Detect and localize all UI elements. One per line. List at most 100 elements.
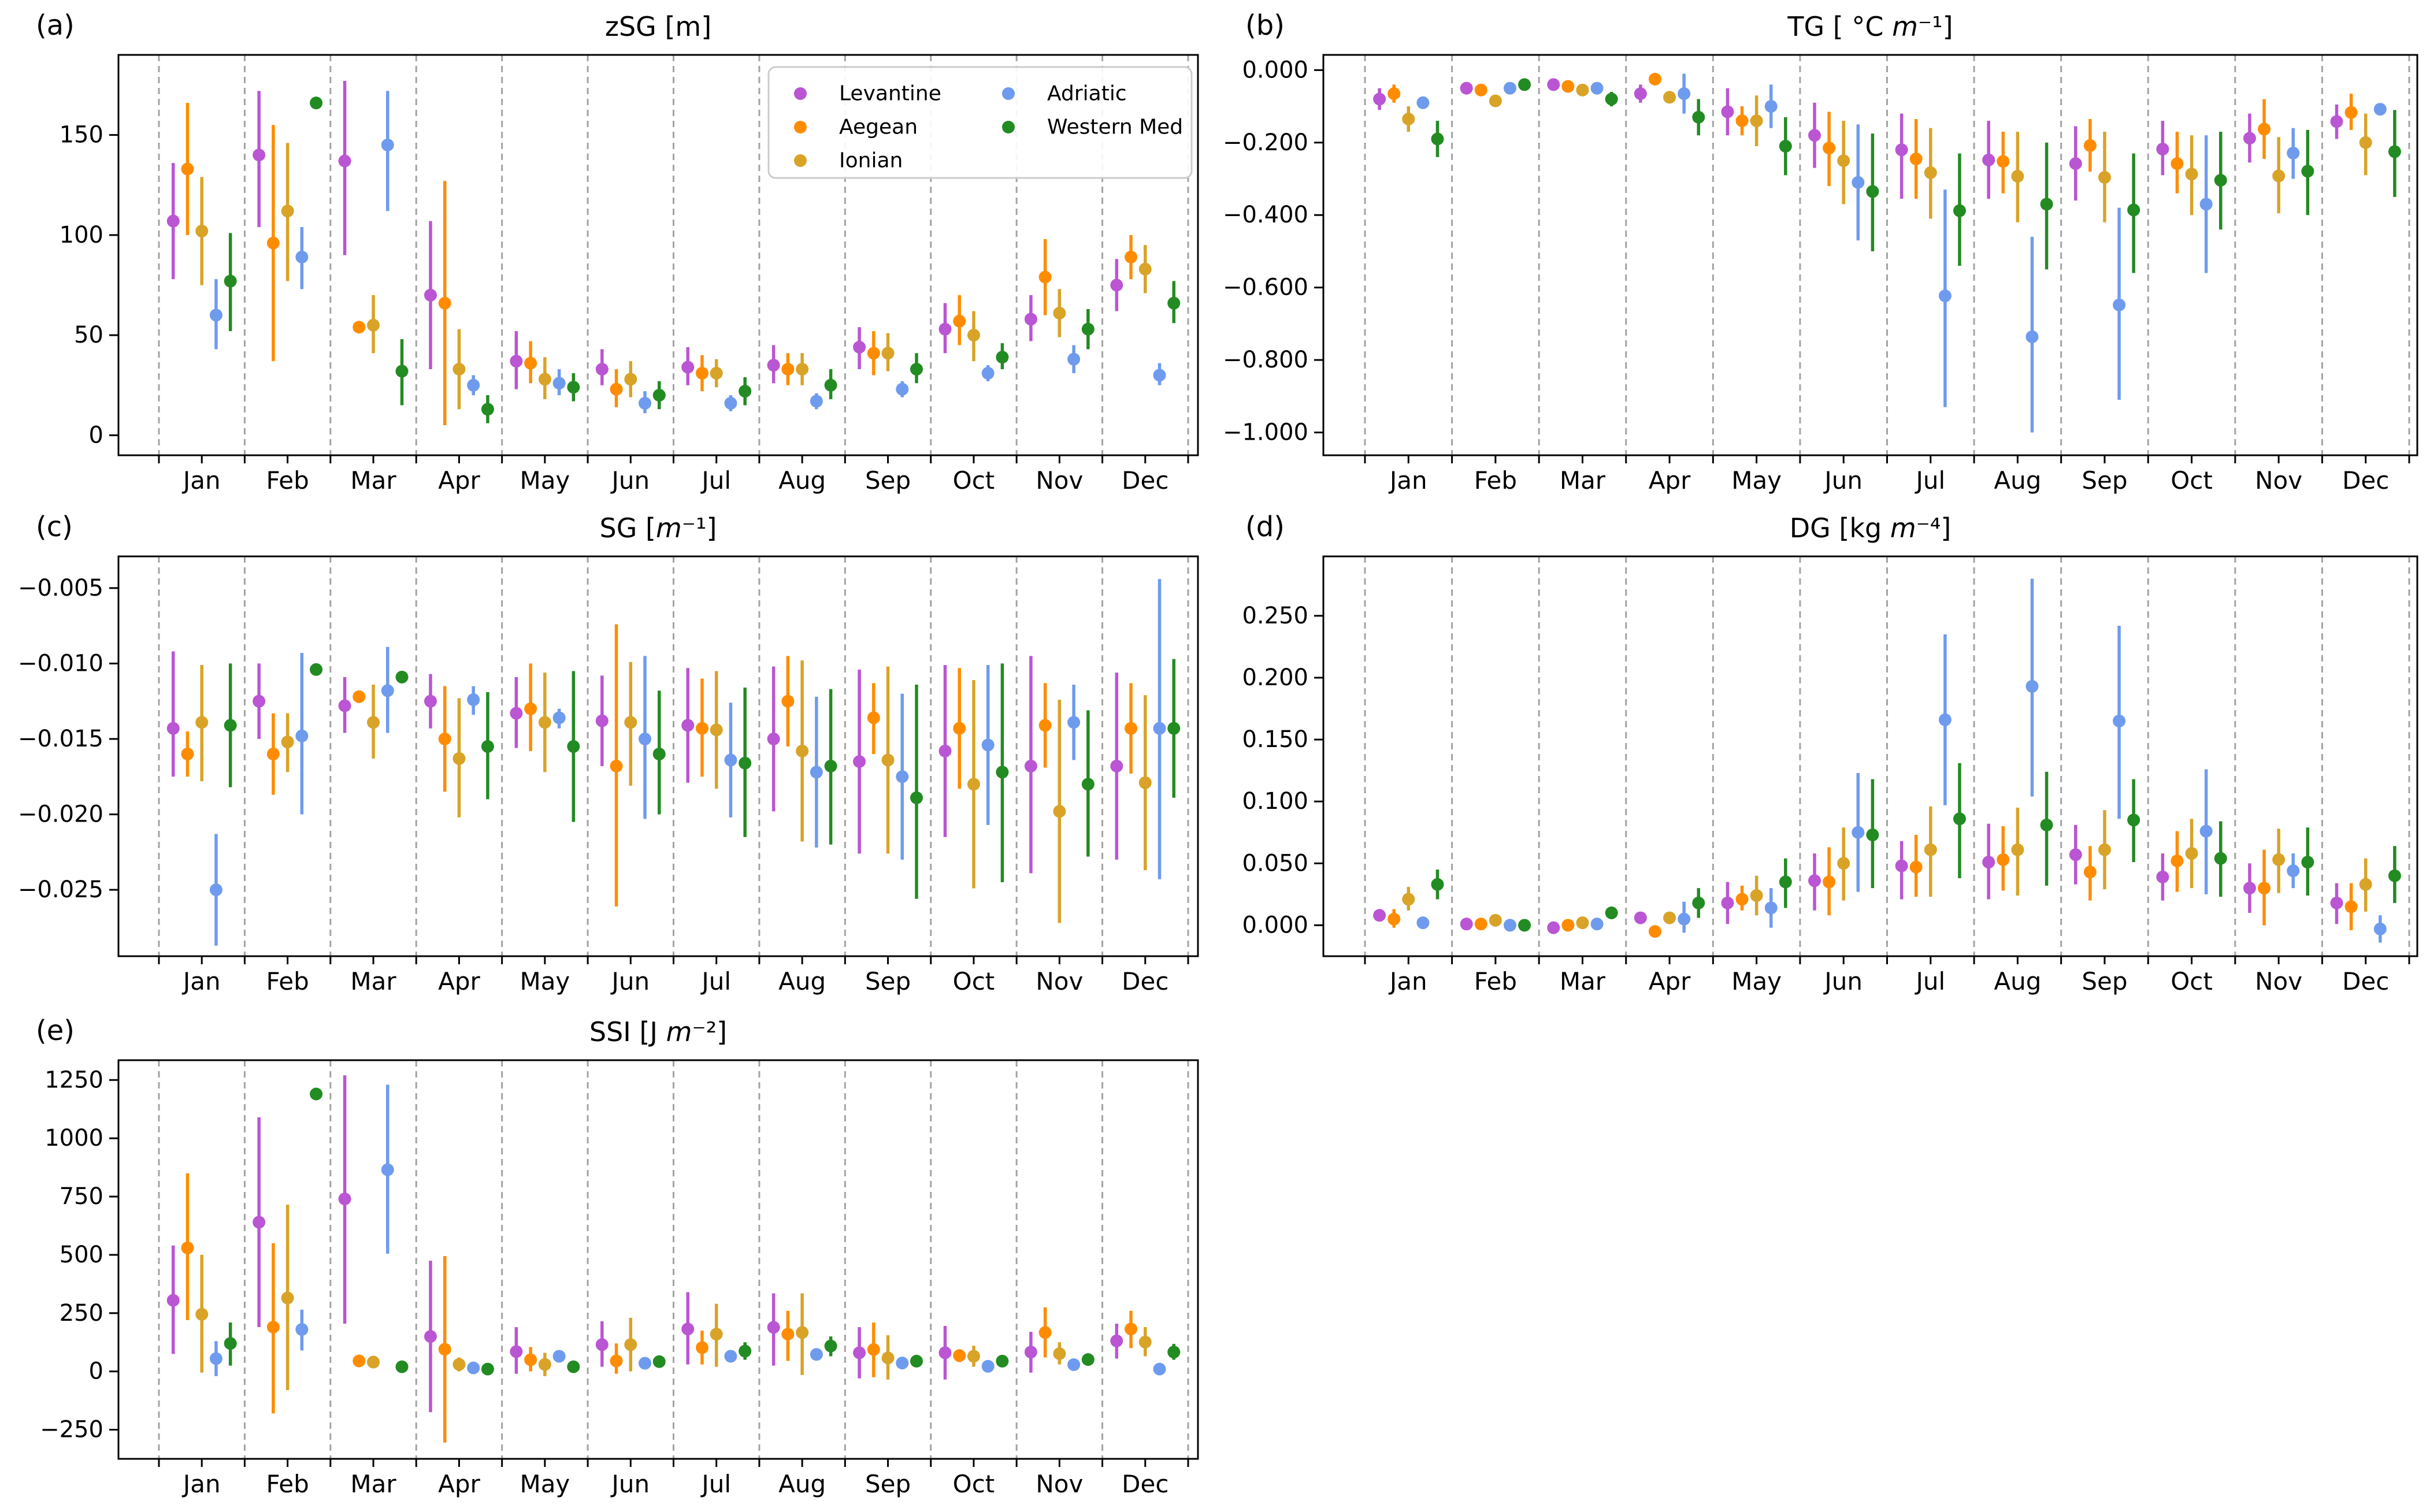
- data-point-aegean: [867, 1343, 880, 1356]
- data-point-ionian: [1053, 805, 1066, 818]
- data-point-ionian: [710, 1328, 723, 1341]
- data-point-adriatic: [981, 366, 995, 380]
- data-point-levantine: [853, 755, 866, 768]
- legend-box: [767, 66, 1193, 179]
- month-label: Jan: [181, 967, 221, 995]
- panel-letter: (d): [1245, 511, 1285, 543]
- data-point-ionian: [367, 1355, 380, 1369]
- data-point-ionian: [967, 329, 980, 342]
- data-point-western-med: [1953, 812, 1966, 826]
- data-point-levantine: [2243, 882, 2256, 895]
- data-point-ionian: [1924, 166, 1937, 179]
- data-point-aegean: [1909, 860, 1923, 874]
- data-point-aegean: [781, 1328, 795, 1341]
- data-point-levantine: [853, 340, 866, 354]
- month-label: Nov: [1036, 1470, 1083, 1498]
- data-point-aegean: [1474, 83, 1487, 96]
- data-point-western-med: [1779, 140, 1792, 153]
- data-point-ionian: [195, 716, 209, 729]
- panel-title: DG [kg m⁻⁴]: [1790, 512, 1952, 544]
- data-point-western-med: [1605, 92, 1618, 106]
- data-point-western-med: [481, 403, 494, 416]
- data-point-aegean: [2083, 865, 2097, 879]
- data-point-aegean: [695, 1341, 708, 1354]
- data-point-ionian: [1837, 857, 1850, 870]
- data-point-ionian: [1489, 913, 1502, 927]
- data-point-adriatic: [2373, 922, 2387, 935]
- data-point-adriatic: [1764, 100, 1778, 113]
- month-label: Jan: [1388, 967, 1427, 995]
- data-point-aegean: [781, 694, 795, 708]
- data-point-aegean: [1561, 919, 1575, 932]
- data-point-ionian: [1924, 843, 1937, 856]
- month-label: Apr: [1649, 967, 1691, 995]
- panel-a: 0 50 100 150 Jan Feb Mar Apr May Jun Jul Aug Sep Oct N…: [36, 9, 1199, 495]
- y-tick-label: −0.025: [18, 876, 103, 903]
- data-point-ionian: [1663, 911, 1676, 924]
- data-point-levantine: [1024, 313, 1037, 326]
- month-label: Jul: [700, 967, 731, 995]
- data-point-western-med: [2214, 852, 2227, 865]
- data-point-aegean: [438, 732, 451, 745]
- month-label: Oct: [953, 466, 995, 495]
- data-point-aegean: [266, 1321, 280, 1334]
- y-tick-label: −0.800: [1223, 347, 1308, 373]
- data-point-ionian: [1576, 916, 1589, 930]
- data-point-western-med: [652, 389, 666, 402]
- data-point-western-med: [910, 791, 923, 804]
- data-point-adriatic: [381, 684, 394, 697]
- data-point-levantine: [2330, 896, 2343, 909]
- data-point-western-med: [1779, 875, 1792, 889]
- data-point-western-med: [2301, 856, 2314, 869]
- data-point-levantine: [424, 694, 437, 708]
- data-point-levantine: [1460, 917, 1473, 931]
- data-point-levantine: [1721, 105, 1734, 118]
- data-point-levantine: [1982, 153, 1995, 166]
- data-point-western-med: [824, 378, 837, 392]
- data-point-aegean: [867, 347, 880, 360]
- data-point-ionian: [2098, 843, 2111, 856]
- data-point-aegean: [2344, 106, 2358, 119]
- data-point-levantine: [2156, 143, 2169, 156]
- data-point-ionian: [452, 363, 466, 376]
- data-point-levantine: [424, 1330, 437, 1343]
- data-point-adriatic: [1153, 722, 1166, 735]
- y-tick-label: 750: [60, 1183, 103, 1210]
- data-point-ionian: [367, 318, 380, 332]
- data-point-levantine: [1024, 759, 1037, 772]
- panel-c: −0.005 −0.010 −0.015 −0.020 −0.025 Jan Feb Mar A…: [18, 511, 1199, 995]
- month-label: Nov: [1036, 967, 1083, 995]
- data-point-adriatic: [1503, 919, 1516, 932]
- data-point-levantine: [424, 288, 437, 302]
- data-point-aegean: [438, 1343, 451, 1356]
- month-label: Aug: [1994, 967, 2041, 995]
- legend-label: Adriatic: [1047, 82, 1127, 106]
- data-point-aegean: [1735, 893, 1749, 906]
- data-point-adriatic: [467, 693, 480, 707]
- data-point-western-med: [224, 1337, 237, 1350]
- data-point-ionian: [538, 1358, 551, 1371]
- data-point-western-med: [996, 1354, 1009, 1368]
- axes-box: [117, 555, 1199, 957]
- y-tick-label: −0.600: [1223, 274, 1308, 301]
- data-point-adriatic: [2287, 864, 2300, 878]
- month-label: Dec: [1122, 466, 1168, 495]
- data-point-levantine: [2243, 132, 2256, 145]
- data-point-adriatic: [381, 138, 394, 151]
- data-point-ionian: [710, 366, 723, 380]
- data-point-ionian: [1837, 154, 1850, 168]
- data-point-levantine: [1373, 92, 1386, 106]
- data-point-adriatic: [1067, 716, 1081, 729]
- data-point-adriatic: [1852, 176, 1865, 189]
- data-point-adriatic: [1067, 1358, 1081, 1371]
- panel-title: SSI [J m⁻²]: [589, 1016, 727, 1047]
- month-label: Jul: [700, 1470, 731, 1498]
- data-point-western-med: [1431, 132, 1444, 146]
- data-point-levantine: [1547, 921, 1560, 934]
- data-point-levantine: [1634, 911, 1647, 924]
- month-label: Feb: [266, 466, 309, 495]
- data-point-western-med: [1167, 722, 1181, 735]
- data-point-aegean: [1125, 1322, 1138, 1336]
- month-label: Jun: [1823, 466, 1863, 495]
- month-label: May: [1731, 466, 1782, 495]
